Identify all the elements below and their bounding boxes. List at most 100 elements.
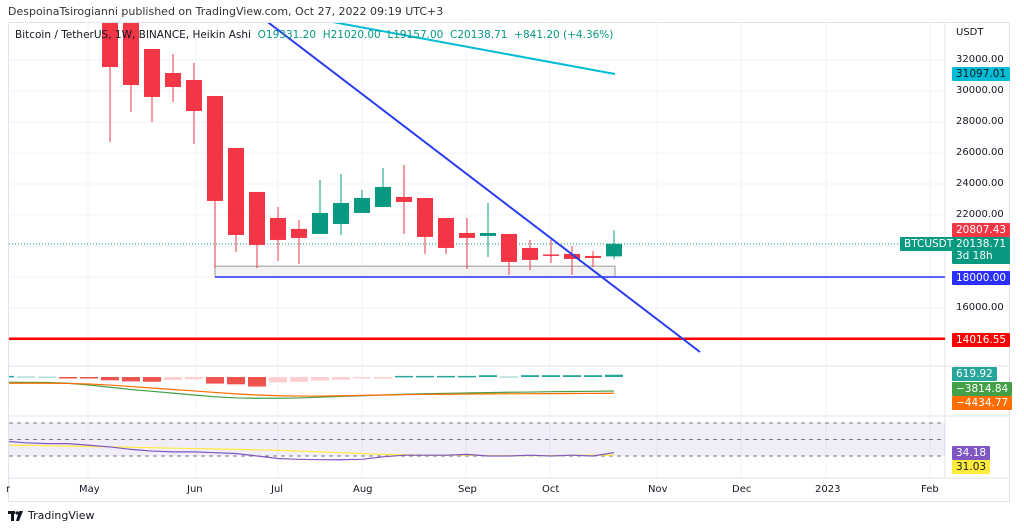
macd-histogram-bar: [395, 375, 413, 378]
macd-histogram-bar: [206, 377, 224, 384]
time-label: Jul: [271, 484, 284, 495]
candle-body: [543, 254, 559, 256]
bar-countdown: 3d 18h: [956, 250, 993, 262]
time-label: 2023: [815, 484, 841, 495]
candle-body: [270, 217, 286, 240]
macd-histogram-bar: [290, 377, 308, 382]
last-price: 20138.71: [956, 238, 1007, 250]
candle-body: [459, 232, 475, 238]
macd-line-badge: −3814.84: [952, 382, 1013, 396]
rsi-ma-badge: 31.03: [952, 460, 991, 474]
symbol-legend: Bitcoin / TetherUS, 1W, BINANCE, Heikin …: [15, 29, 613, 41]
candle-body: [291, 228, 307, 238]
macd-histogram-bar: [521, 375, 539, 377]
descending-trendline: [267, 23, 701, 353]
cyan-trendline: [332, 23, 616, 75]
time-label: Jun: [187, 484, 203, 495]
macd-signal-line: [9, 382, 615, 397]
ohlc-high: H21020.00: [322, 29, 381, 41]
macd-line: [9, 381, 615, 399]
candle-body: [585, 255, 601, 258]
macd-histogram-bar: [164, 377, 182, 380]
macd-histogram-bar: [500, 376, 518, 378]
tradingview-logo-icon: [8, 510, 23, 521]
time-label: Sep: [458, 484, 477, 495]
macd-histogram-bar: [185, 377, 203, 380]
time-label: r: [6, 484, 11, 495]
rsi-line: [9, 440, 615, 461]
price-tick: 26000.00: [956, 147, 1004, 158]
rsi-badge: 34.18: [952, 446, 991, 460]
macd-histogram-bar: [122, 377, 140, 382]
candle-body: [375, 186, 391, 207]
macd-histogram-bar: [311, 377, 329, 381]
candle-body: [228, 147, 244, 235]
candle-body: [606, 243, 622, 257]
candle-body: [438, 217, 454, 248]
ohlc-change: +841.20 (+4.36%): [514, 29, 614, 41]
tradingview-logo[interactable]: TradingView: [8, 509, 94, 522]
macd-histogram-bar: [479, 375, 497, 377]
time-label: Aug: [353, 484, 373, 495]
time-label: Nov: [648, 484, 668, 495]
macd-histogram-badge: 619.92: [952, 367, 997, 381]
candle-body: [417, 197, 433, 237]
macd-histogram-bar: [143, 377, 161, 382]
price-axis-currency: USDT: [956, 27, 984, 38]
macd-histogram-bar: [563, 375, 581, 377]
publish-line: DespoinaTsirogianni published on Trading…: [8, 5, 444, 18]
symbol-name[interactable]: Bitcoin / TetherUS, 1W, BINANCE, Heikin …: [15, 29, 251, 41]
time-label: Feb: [921, 484, 939, 495]
macd-histogram-bar: [269, 377, 287, 383]
candle-body: [501, 233, 517, 262]
candle-body: [144, 48, 160, 97]
macd-signal-badge: −4434.77: [952, 396, 1013, 410]
support-price-badge: 18000.00: [952, 271, 1011, 285]
price-tick: 30000.00: [956, 85, 1004, 96]
candle-body: [186, 79, 202, 111]
support-zone-box: [214, 265, 616, 278]
macd-histogram-bar: [584, 375, 602, 377]
macd-histogram-bar: [248, 377, 266, 387]
price-tick: 28000.00: [956, 116, 1004, 127]
candle-body: [165, 73, 181, 88]
symbol-tag: BTCUSDT: [900, 237, 958, 251]
macd-histogram-bar: [437, 375, 455, 378]
macd-histogram-bar: [458, 375, 476, 378]
macd-histogram-bar: [17, 376, 35, 378]
time-label: Oct: [542, 484, 560, 495]
price-tick: 32000.00: [956, 54, 1004, 65]
price-tick: 16000.00: [956, 302, 1004, 313]
candle-body: [249, 191, 265, 245]
ohlc-low: L19157.00: [387, 29, 444, 41]
candle-body: [207, 95, 223, 201]
candle-body: [522, 247, 538, 260]
red-line-price-badge: 14016.55: [952, 333, 1011, 347]
candle-body: [354, 197, 370, 213]
ohlc-close: C20138.71: [450, 29, 508, 41]
candle-body: [312, 212, 328, 234]
macd-histogram-bar: [80, 377, 98, 379]
price-tick: 22000.00: [956, 209, 1004, 220]
high-marker-badge: 20807.43: [952, 223, 1011, 237]
cyan-line-price-badge: 31097.01: [952, 67, 1011, 81]
candle-body: [480, 232, 496, 236]
macd-histogram-bar: [59, 377, 77, 379]
candle-body: [333, 202, 349, 224]
macd-histogram-bar: [38, 376, 56, 378]
macd-histogram-bar: [353, 377, 371, 379]
macd-histogram-bar: [605, 374, 623, 377]
candle-body: [123, 23, 139, 86]
macd-histogram-bar: [416, 375, 434, 378]
macd-histogram-bar: [542, 375, 560, 377]
macd-histogram-bar: [374, 377, 392, 379]
candle-body: [564, 253, 580, 259]
price-tick: 24000.00: [956, 178, 1004, 189]
time-label: Dec: [732, 484, 752, 495]
macd-histogram-bar: [227, 377, 245, 385]
candle-body: [102, 23, 118, 68]
macd-histogram-bar: [9, 375, 14, 378]
last-price-badge: 20138.71 3d 18h: [952, 237, 1011, 264]
macd-histogram-bar: [332, 377, 350, 380]
